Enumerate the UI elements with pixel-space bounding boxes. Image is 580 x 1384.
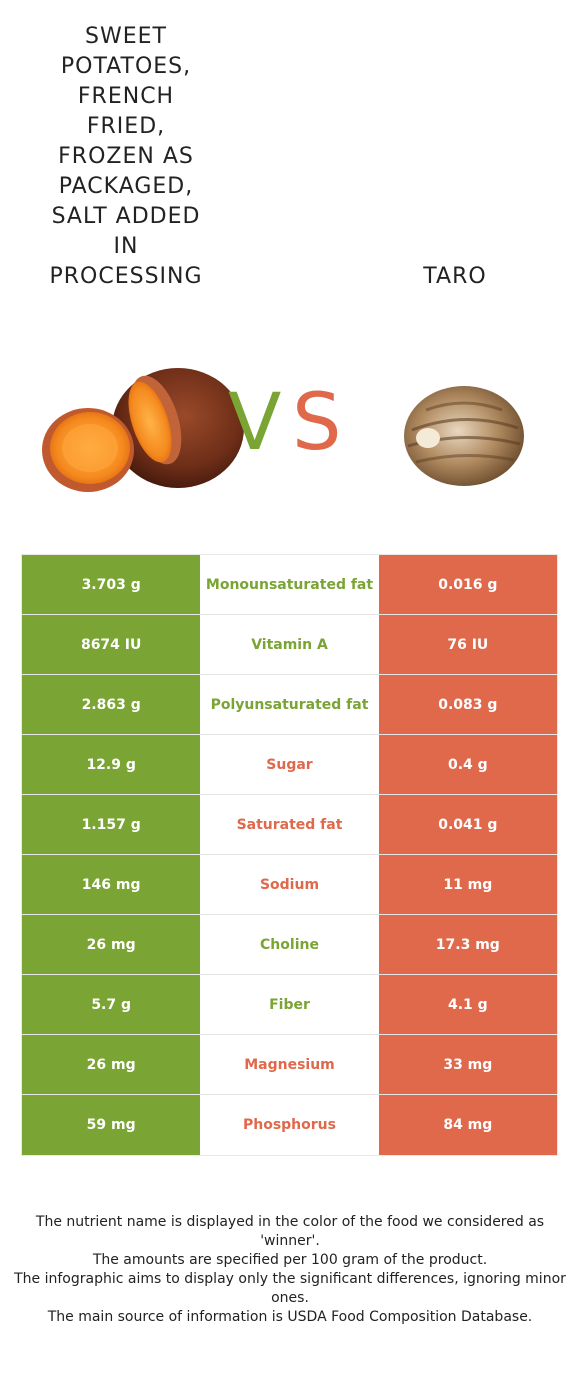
footer-line: The infographic aims to display only the… — [14, 1271, 566, 1306]
nutrient-name: Saturated fat — [200, 795, 379, 854]
right-value: 11 mg — [378, 855, 557, 914]
left-food-title-line: IN — [113, 234, 139, 259]
nutrient-name: Choline — [200, 915, 379, 974]
sweet-potato-image — [42, 368, 244, 492]
left-value: 26 mg — [22, 915, 201, 974]
footer-line: The nutrient name is displayed in the co… — [35, 1214, 545, 1249]
nutrient-name: Magnesium — [200, 1035, 379, 1094]
table-row: 26 mg Magnesium 33 mg — [22, 1035, 557, 1095]
nutrient-name: Sodium — [200, 855, 379, 914]
table-row: 5.7 g Fiber 4.1 g — [22, 975, 557, 1035]
left-value: 3.703 g — [22, 555, 201, 614]
table-row: 59 mg Phosphorus 84 mg — [22, 1095, 557, 1155]
footer-line: The amounts are specified per 100 gram o… — [92, 1252, 488, 1268]
right-value: 0.083 g — [378, 675, 557, 734]
taro-image — [404, 386, 524, 486]
left-food-title-line: SWEET — [85, 24, 167, 49]
vs-letter-v: V — [228, 378, 282, 468]
left-value: 8674 IU — [22, 615, 201, 674]
nutrient-name: Vitamin A — [200, 615, 379, 674]
footer-notes: The nutrient name is displayed in the co… — [14, 1213, 566, 1327]
right-value: 0.4 g — [378, 735, 557, 794]
table-row: 8674 IU Vitamin A 76 IU — [22, 615, 557, 675]
left-value: 59 mg — [22, 1095, 201, 1155]
left-value: 12.9 g — [22, 735, 201, 794]
right-value: 0.016 g — [378, 555, 557, 614]
nutrient-name: Fiber — [200, 975, 379, 1034]
nutrient-name: Sugar — [200, 735, 379, 794]
left-value: 5.7 g — [22, 975, 201, 1034]
left-food-title-line: FRENCH — [77, 84, 175, 109]
right-value: 4.1 g — [378, 975, 557, 1034]
right-food-title: TARO — [423, 264, 487, 289]
left-food-title-line: POTATOES, — [60, 54, 192, 79]
left-value: 26 mg — [22, 1035, 201, 1094]
right-value: 17.3 mg — [378, 915, 557, 974]
table-row: 1.157 g Saturated fat 0.041 g — [22, 795, 557, 855]
nutrient-name: Polyunsaturated fat — [200, 675, 379, 734]
left-value: 1.157 g — [22, 795, 201, 854]
table-row: 26 mg Choline 17.3 mg — [22, 915, 557, 975]
left-value: 146 mg — [22, 855, 201, 914]
footer-line: The main source of information is USDA F… — [47, 1309, 533, 1325]
right-value: 76 IU — [378, 615, 557, 674]
left-food-title-line: SALT ADDED — [51, 204, 201, 229]
right-value: 84 mg — [378, 1095, 557, 1155]
right-value: 33 mg — [378, 1035, 557, 1094]
vs-letter-s: S — [292, 378, 342, 468]
right-value: 0.041 g — [378, 795, 557, 854]
table-row: 3.703 g Monounsaturated fat 0.016 g — [22, 555, 557, 615]
left-food-title-line: FROZEN AS — [58, 144, 194, 169]
nutrient-name: Phosphorus — [200, 1095, 379, 1155]
left-food-title-line: FRIED, — [86, 114, 166, 139]
left-food-title-line: PROCESSING — [49, 264, 203, 289]
table-row: 146 mg Sodium 11 mg — [22, 855, 557, 915]
comparison-table: 3.703 g Monounsaturated fat 0.016 g 8674… — [21, 554, 558, 1156]
left-value: 2.863 g — [22, 675, 201, 734]
table-row: 2.863 g Polyunsaturated fat 0.083 g — [22, 675, 557, 735]
left-food-title-line: PACKAGED, — [58, 174, 194, 199]
left-food-title: SWEET POTATOES, FRENCH FRIED, FROZEN AS … — [36, 22, 216, 292]
nutrient-name: Monounsaturated fat — [200, 555, 379, 614]
table-row: 12.9 g Sugar 0.4 g — [22, 735, 557, 795]
